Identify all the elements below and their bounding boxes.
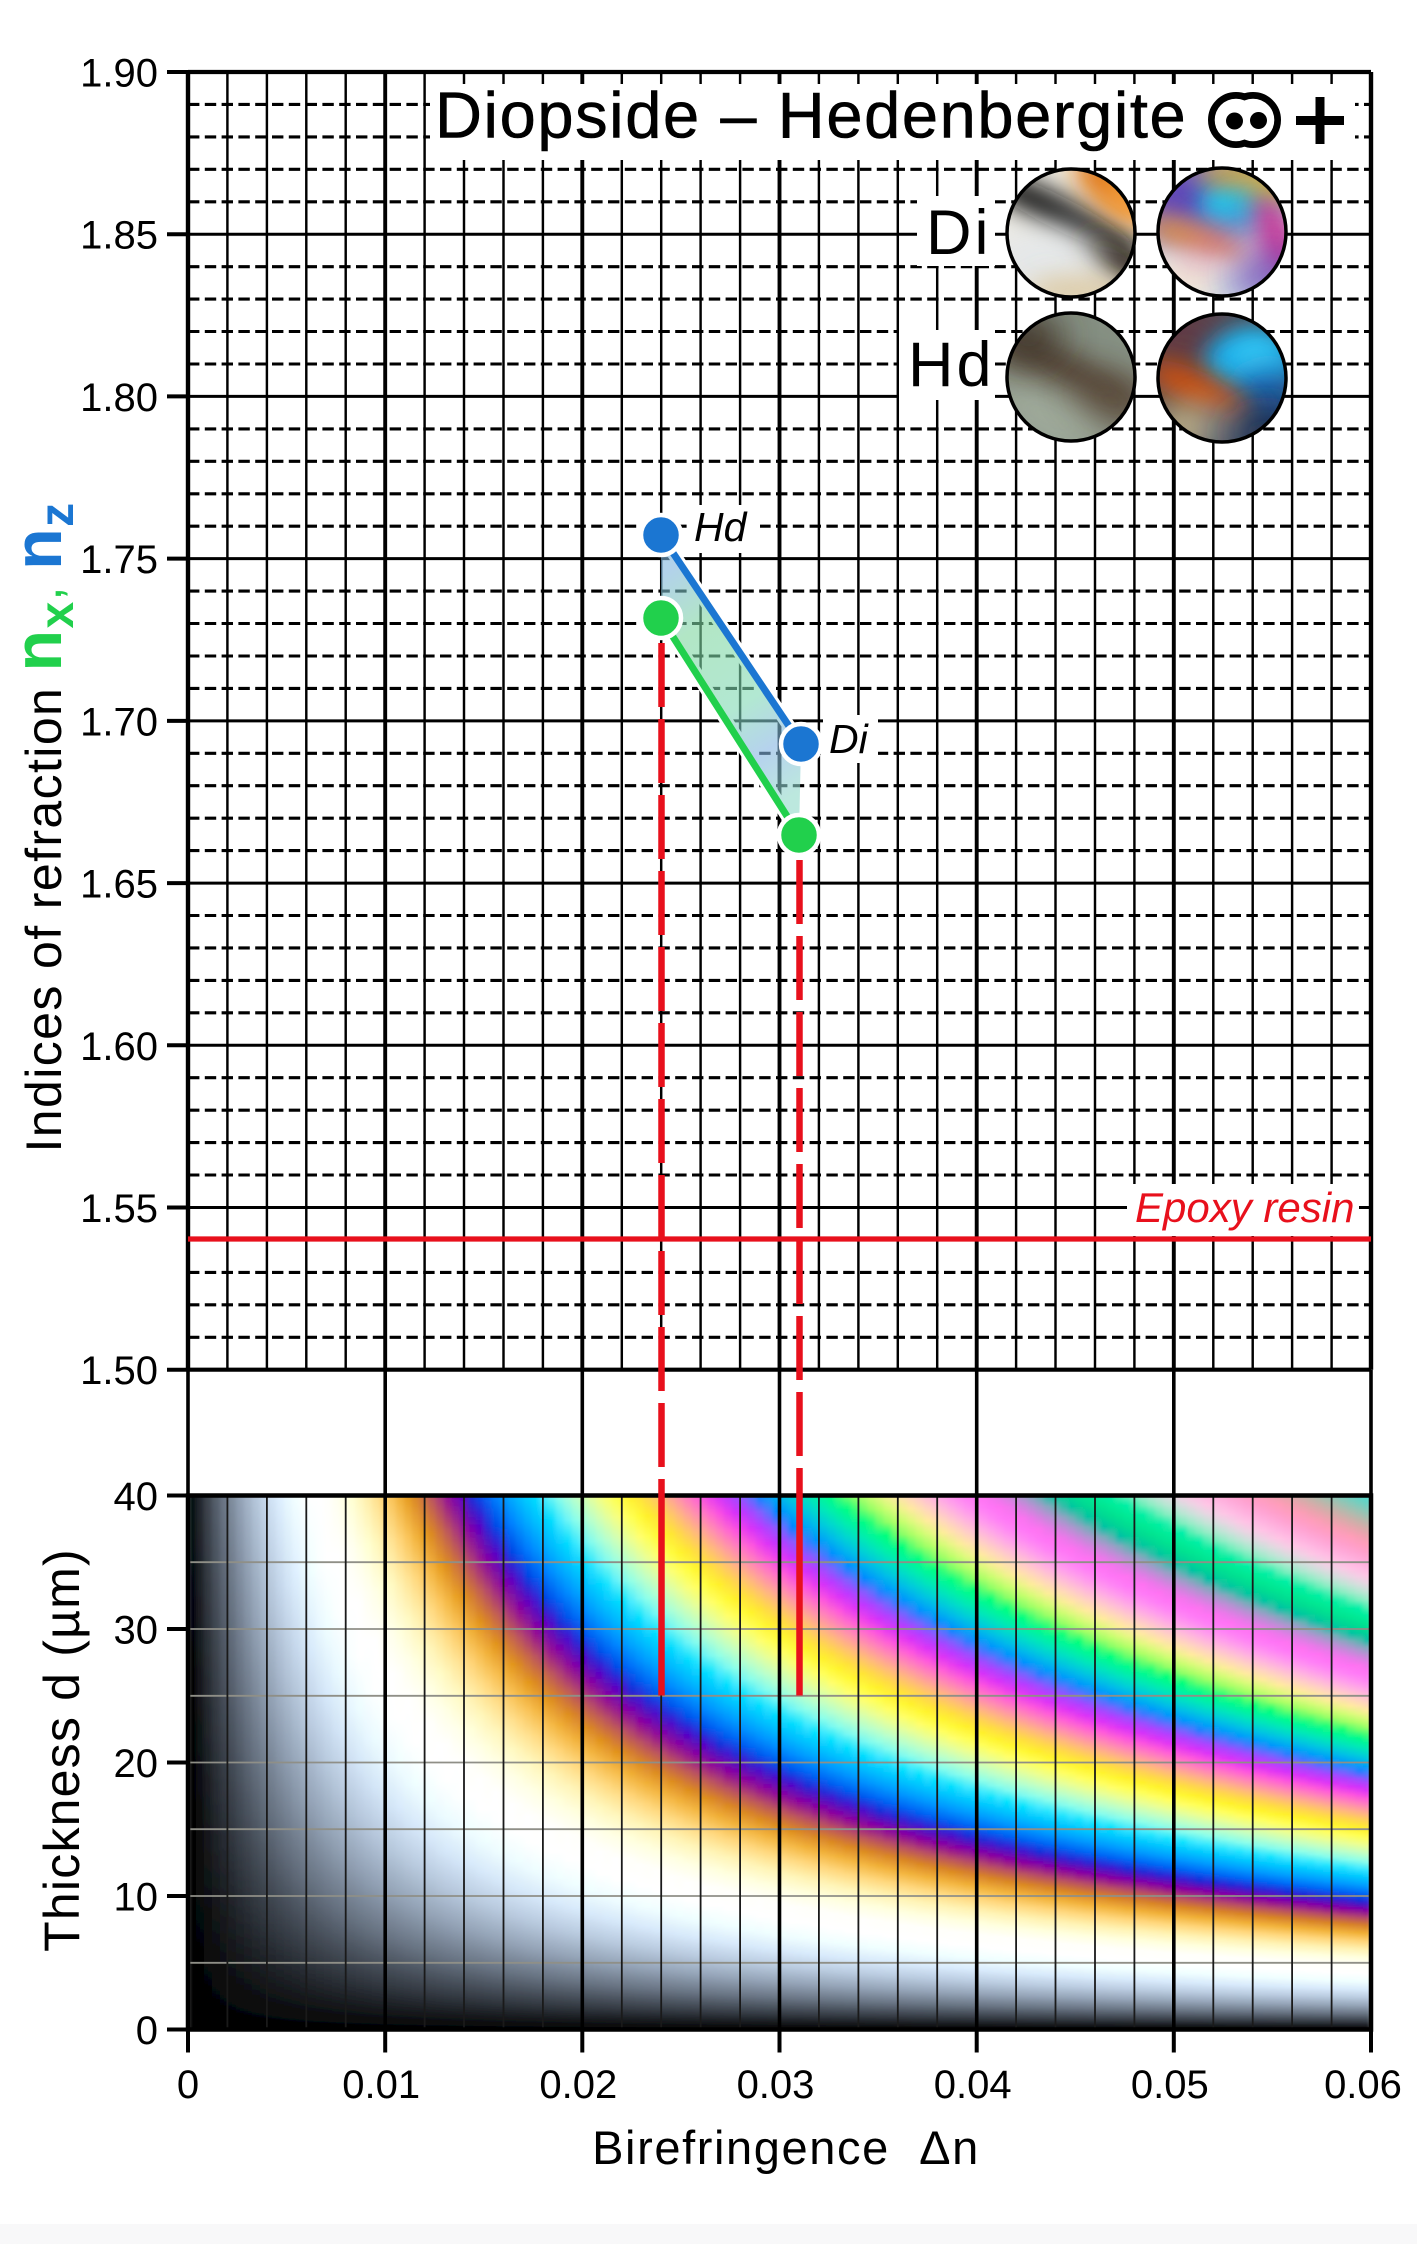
svg-text:Hd: Hd <box>694 504 748 550</box>
svg-text:Di: Di <box>829 716 870 762</box>
svg-text:0: 0 <box>136 2009 158 2053</box>
svg-text:1.75: 1.75 <box>80 538 158 582</box>
svg-text:0.05: 0.05 <box>1131 2063 1209 2107</box>
svg-text:1.50: 1.50 <box>80 1349 158 1393</box>
svg-text:0: 0 <box>177 2063 199 2107</box>
svg-text:1.70: 1.70 <box>80 700 158 744</box>
svg-text:0.04: 0.04 <box>934 2063 1012 2107</box>
svg-text:1.90: 1.90 <box>80 52 158 96</box>
svg-text:Birefringence Δn: Birefringence Δn <box>592 2121 980 2174</box>
svg-text:1.65: 1.65 <box>80 863 158 907</box>
svg-text:Di: Di <box>926 198 992 268</box>
svg-text:0.02: 0.02 <box>539 2063 617 2107</box>
svg-text:1.60: 1.60 <box>80 1025 158 1069</box>
svg-text:1.80: 1.80 <box>80 376 158 420</box>
svg-text:1.85: 1.85 <box>80 214 158 258</box>
svg-text:30: 30 <box>114 1609 159 1653</box>
svg-text:Hd: Hd <box>908 330 995 400</box>
svg-text:1.55: 1.55 <box>80 1187 158 1231</box>
svg-text:Epoxy resin: Epoxy resin <box>1135 1184 1354 1231</box>
svg-text:0.01: 0.01 <box>342 2063 420 2107</box>
svg-text:10: 10 <box>114 1876 159 1920</box>
svg-text:Thickness d (µm): Thickness d (µm) <box>34 1548 90 1952</box>
svg-text:20: 20 <box>114 1742 159 1786</box>
svg-text:0.03: 0.03 <box>737 2063 815 2107</box>
svg-text:Diopside – Hedenbergite: Diopside – Hedenbergite <box>435 79 1187 152</box>
svg-text:0.06: 0.06 <box>1324 2063 1402 2107</box>
svg-text:40: 40 <box>114 1475 159 1519</box>
